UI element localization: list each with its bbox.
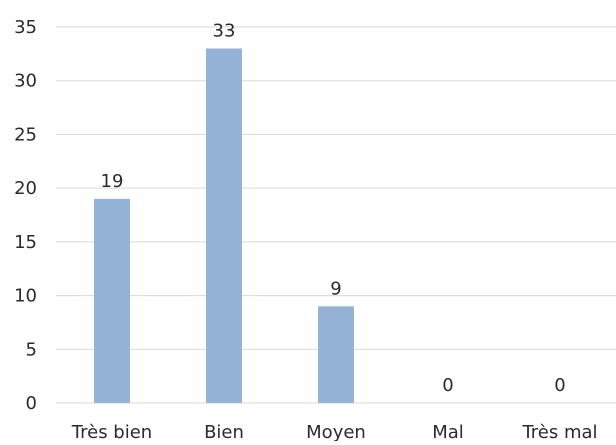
- x-category-label: Très mal: [521, 422, 597, 441]
- x-category-label: Très bien: [71, 422, 152, 441]
- data-label: 0: [554, 375, 565, 396]
- y-tick-label: 5: [26, 339, 37, 360]
- x-category-label: Mal: [432, 422, 464, 441]
- bar: [206, 48, 242, 403]
- y-axis-tick-labels: 0 5 10 15 20 25 30 35: [14, 17, 37, 414]
- x-axis-category-labels: Très bien Bien Moyen Mal Très mal: [71, 422, 598, 443]
- bars: [94, 48, 354, 403]
- data-label: 0: [442, 375, 453, 396]
- data-labels: 19 33 9 0 0: [101, 20, 566, 396]
- gridlines: [56, 26, 616, 404]
- bar: [318, 306, 354, 403]
- y-tick-label: 30: [14, 71, 37, 92]
- y-tick-label: 0: [26, 393, 37, 414]
- y-tick-label: 25: [14, 124, 37, 145]
- bar: [94, 198, 130, 403]
- x-category-label: Moyen: [306, 422, 366, 441]
- y-tick-label: 10: [14, 286, 37, 307]
- y-tick-label: 20: [14, 178, 37, 199]
- x-category-label: Bien: [204, 422, 244, 441]
- y-tick-label: 35: [14, 17, 37, 38]
- data-label: 19: [101, 171, 124, 192]
- data-label: 9: [330, 278, 341, 299]
- y-tick-label: 15: [14, 232, 37, 253]
- data-label: 33: [213, 20, 236, 41]
